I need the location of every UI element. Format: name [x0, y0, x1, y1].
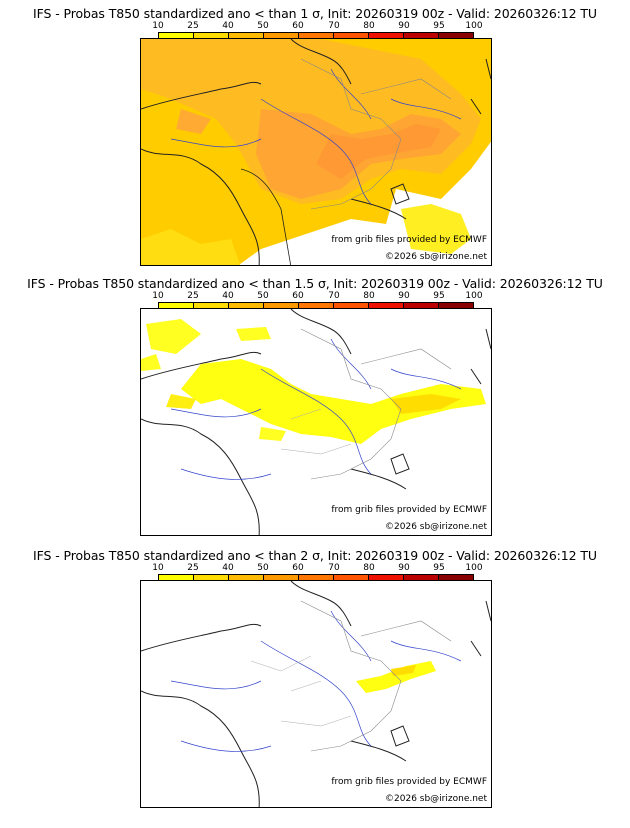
map-panel-3: IFS - Probas T850 standardized ano < tha…	[0, 548, 630, 824]
data-source-credit: from grib files provided by ECMWF	[331, 505, 487, 515]
colorbar-tick: 25	[187, 291, 199, 301]
colorbar-tick: 100	[465, 563, 483, 573]
map-panel-2: IFS - Probas T850 standardized ano < tha…	[0, 276, 630, 552]
colorbar-tick: 100	[465, 21, 483, 31]
colorbar-swatch	[159, 303, 194, 309]
probability-map-2-sigma: from grib files provided by ECMWF ©2026 …	[140, 580, 492, 808]
colorbar-swatch	[439, 575, 473, 581]
colorbar-swatch	[404, 303, 439, 309]
colorbar-tick: 90	[398, 21, 410, 31]
colorbar-tick: 10	[152, 21, 164, 31]
colorbar-tick: 50	[257, 563, 269, 573]
colorbar-swatch	[369, 33, 404, 39]
colorbar-swatch	[229, 303, 264, 309]
colorbar-swatch	[439, 33, 473, 39]
colorbar-swatch	[159, 575, 194, 581]
colorbar-swatch	[369, 575, 404, 581]
colorbar-tick: 10	[152, 563, 164, 573]
probability-map-1-sigma: from grib files provided by ECMWF ©2026 …	[140, 38, 492, 266]
copyright-credit: ©2026 sb@irizone.net	[385, 522, 487, 532]
colorbar-tick: 80	[363, 563, 375, 573]
colorbar-tick: 60	[292, 291, 304, 301]
colorbar-tick: 50	[257, 291, 269, 301]
colorbar-tick: 50	[257, 21, 269, 31]
colorbar-swatch	[264, 303, 299, 309]
colorbar-tick: 70	[328, 21, 340, 31]
probability-map-1-5-sigma: from grib files provided by ECMWF ©2026 …	[140, 308, 492, 536]
colorbar-tick: 40	[222, 563, 234, 573]
colorbar-tick: 100	[465, 291, 483, 301]
colorbar-tick: 60	[292, 21, 304, 31]
colorbar-tick: 10	[152, 291, 164, 301]
colorbar-swatch	[264, 33, 299, 39]
colorbar-tick: 60	[292, 563, 304, 573]
colorbar-swatch	[299, 33, 334, 39]
colorbar-tick: 95	[433, 291, 445, 301]
colorbar-tick: 25	[187, 21, 199, 31]
colorbar-tick: 25	[187, 563, 199, 573]
colorbar-swatch	[299, 575, 334, 581]
colorbar-swatch	[404, 575, 439, 581]
colorbar-swatch	[334, 303, 369, 309]
colorbar-swatch	[229, 575, 264, 581]
colorbar-swatch	[439, 303, 473, 309]
colorbar-swatch	[194, 575, 229, 581]
colorbar-tick: 90	[398, 563, 410, 573]
colorbar-swatch	[334, 575, 369, 581]
map-panel-1: IFS - Probas T850 standardized ano < tha…	[0, 6, 630, 282]
colorbar-tick: 95	[433, 563, 445, 573]
colorbar-swatch	[299, 303, 334, 309]
colorbar-swatch	[194, 33, 229, 39]
colorbar-tick: 70	[328, 291, 340, 301]
colorbar-tick: 40	[222, 21, 234, 31]
colorbar-tick: 90	[398, 291, 410, 301]
data-source-credit: from grib files provided by ECMWF	[331, 235, 487, 245]
panel-title: IFS - Probas T850 standardized ano < tha…	[27, 276, 603, 291]
colorbar-swatch	[369, 303, 404, 309]
colorbar-tick: 95	[433, 21, 445, 31]
colorbar-tick: 40	[222, 291, 234, 301]
colorbar-swatch	[334, 33, 369, 39]
data-source-credit: from grib files provided by ECMWF	[331, 777, 487, 787]
colorbar-swatch	[159, 33, 194, 39]
panel-title: IFS - Probas T850 standardized ano < tha…	[33, 548, 597, 563]
colorbar-swatch	[194, 303, 229, 309]
copyright-credit: ©2026 sb@irizone.net	[385, 252, 487, 262]
colorbar-tick: 70	[328, 563, 340, 573]
colorbar-swatch	[264, 575, 299, 581]
colorbar-swatch	[229, 33, 264, 39]
colorbar-swatch	[404, 33, 439, 39]
colorbar-tick: 80	[363, 291, 375, 301]
colorbar-tick: 80	[363, 21, 375, 31]
panel-title: IFS - Probas T850 standardized ano < tha…	[33, 6, 597, 21]
copyright-credit: ©2026 sb@irizone.net	[385, 794, 487, 804]
